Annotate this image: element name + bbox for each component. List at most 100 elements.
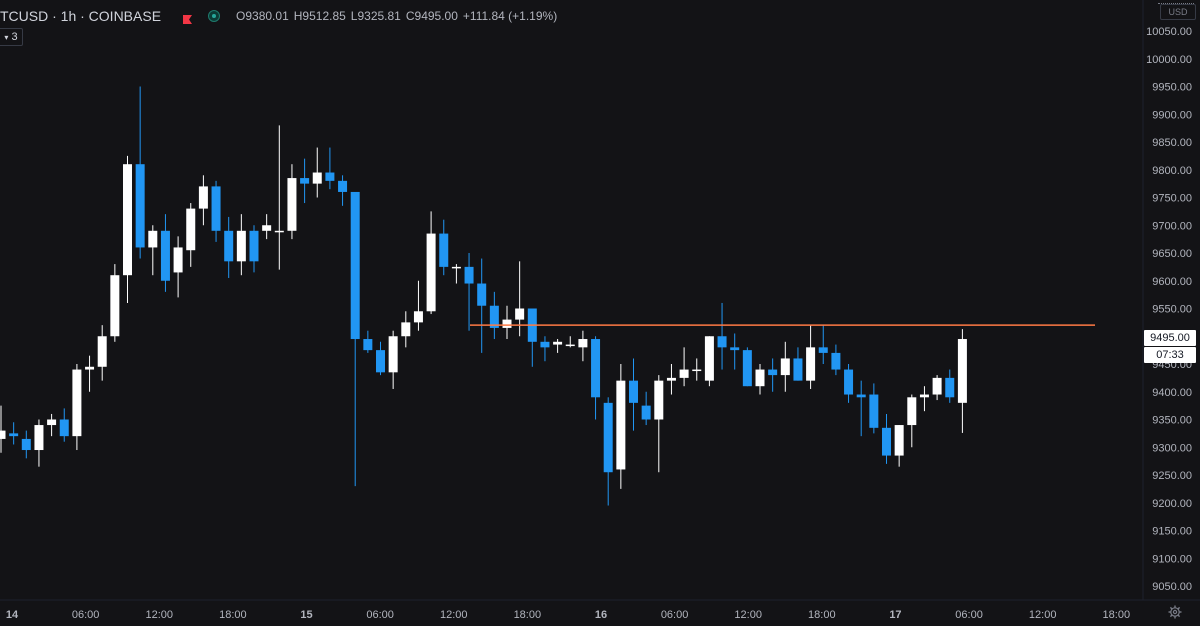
candle[interactable] <box>730 333 740 370</box>
candle[interactable] <box>679 347 689 387</box>
candle[interactable] <box>338 175 348 206</box>
gear-icon[interactable] <box>1168 605 1182 619</box>
candle[interactable] <box>565 336 575 348</box>
candle[interactable] <box>603 397 613 506</box>
candle-body <box>666 377 676 381</box>
candle[interactable] <box>274 125 284 270</box>
candle[interactable] <box>0 405 6 453</box>
candle[interactable] <box>629 358 638 431</box>
candle[interactable] <box>72 364 82 451</box>
candle[interactable] <box>869 383 879 434</box>
price-tick-label: 9350.00 <box>1152 415 1192 427</box>
scale-settings-icon[interactable] <box>1158 0 1194 4</box>
candle[interactable] <box>818 325 828 364</box>
candle[interactable] <box>173 236 183 298</box>
candle[interactable] <box>97 325 107 381</box>
candle[interactable] <box>932 375 942 401</box>
time-tick-label: 16 <box>595 609 607 621</box>
candle[interactable] <box>666 364 676 395</box>
price-axis[interactable]: 10050.00 10000.00 9950.00 9900.00 9850.00 980… <box>1146 26 1192 593</box>
candle[interactable] <box>451 264 461 284</box>
candle[interactable] <box>123 155 132 303</box>
currency-badge[interactable]: USD <box>1160 4 1196 20</box>
candle[interactable] <box>413 280 423 331</box>
candle[interactable] <box>198 175 208 226</box>
candle[interactable] <box>780 341 790 392</box>
candle[interactable] <box>249 225 259 273</box>
candle[interactable] <box>350 191 360 487</box>
flag-icon[interactable] <box>183 12 193 24</box>
candle[interactable] <box>148 225 158 276</box>
candle[interactable] <box>704 336 714 387</box>
candle[interactable] <box>856 380 866 437</box>
candle[interactable] <box>654 375 664 473</box>
candle[interactable] <box>363 330 373 353</box>
candle[interactable] <box>85 355 95 392</box>
time-axis[interactable]: 14 06:00 12:00 18:00 15 06:00 12:00 18:00 16 06:0… <box>6 609 1130 621</box>
candle[interactable] <box>894 425 904 467</box>
candle[interactable] <box>224 216 234 278</box>
candle[interactable] <box>692 358 702 381</box>
candle[interactable] <box>793 347 803 381</box>
candle[interactable] <box>489 291 499 340</box>
candle[interactable] <box>831 344 841 376</box>
candle[interactable] <box>312 147 322 198</box>
candle-body <box>502 319 512 328</box>
candle[interactable] <box>160 214 170 292</box>
candle[interactable] <box>882 413 891 464</box>
candle[interactable] <box>957 329 967 433</box>
candle[interactable] <box>540 336 550 362</box>
candle[interactable] <box>641 391 651 426</box>
indicators-toggle-button[interactable]: ▾ 3 <box>0 28 23 46</box>
candle[interactable] <box>34 419 44 467</box>
candle[interactable] <box>945 369 955 403</box>
symbol-legend: TCUSD · 1h · COINBASE O9380.01 H9512.85 … <box>0 6 557 26</box>
candle-body <box>160 230 170 281</box>
candle[interactable] <box>439 219 449 276</box>
candle-body <box>616 380 626 470</box>
candle[interactable] <box>325 147 335 190</box>
candle[interactable] <box>426 211 436 315</box>
candle[interactable] <box>502 305 512 340</box>
candle[interactable] <box>9 422 19 445</box>
market-status-icon[interactable] <box>208 10 221 22</box>
symbol-title[interactable]: TCUSD · 1h · COINBASE <box>0 8 162 24</box>
candle[interactable] <box>768 358 778 392</box>
candle[interactable] <box>477 258 487 353</box>
candle[interactable] <box>578 330 588 362</box>
candle[interactable] <box>919 386 929 412</box>
candle-body <box>110 275 120 337</box>
candle[interactable] <box>287 164 297 240</box>
candle[interactable] <box>401 311 411 348</box>
candle[interactable] <box>742 347 752 387</box>
candle[interactable] <box>806 325 816 389</box>
candle[interactable] <box>236 214 246 276</box>
candle[interactable] <box>755 364 765 395</box>
time-tick-label: 18:00 <box>1103 609 1131 621</box>
candle[interactable] <box>388 330 398 389</box>
candle[interactable] <box>553 339 563 353</box>
candle-body <box>553 341 563 345</box>
candle[interactable] <box>515 261 525 337</box>
candle[interactable] <box>717 302 727 370</box>
candle[interactable] <box>376 341 385 376</box>
candle[interactable] <box>186 203 196 267</box>
candle[interactable] <box>47 413 57 437</box>
candle[interactable] <box>464 253 474 331</box>
candle[interactable] <box>110 264 120 342</box>
candle-body <box>47 419 57 426</box>
candle-body <box>768 369 778 376</box>
candle[interactable] <box>21 430 31 459</box>
candle[interactable] <box>211 180 221 242</box>
candle[interactable] <box>59 408 69 442</box>
candle[interactable] <box>907 394 917 448</box>
candle[interactable] <box>616 364 626 489</box>
candle[interactable] <box>300 158 310 204</box>
candle[interactable] <box>262 214 272 240</box>
candle-body <box>388 336 398 373</box>
price-tick-label: 9300.00 <box>1152 442 1192 454</box>
candle[interactable] <box>135 86 145 259</box>
candle[interactable] <box>591 336 601 420</box>
candle[interactable] <box>844 364 854 403</box>
